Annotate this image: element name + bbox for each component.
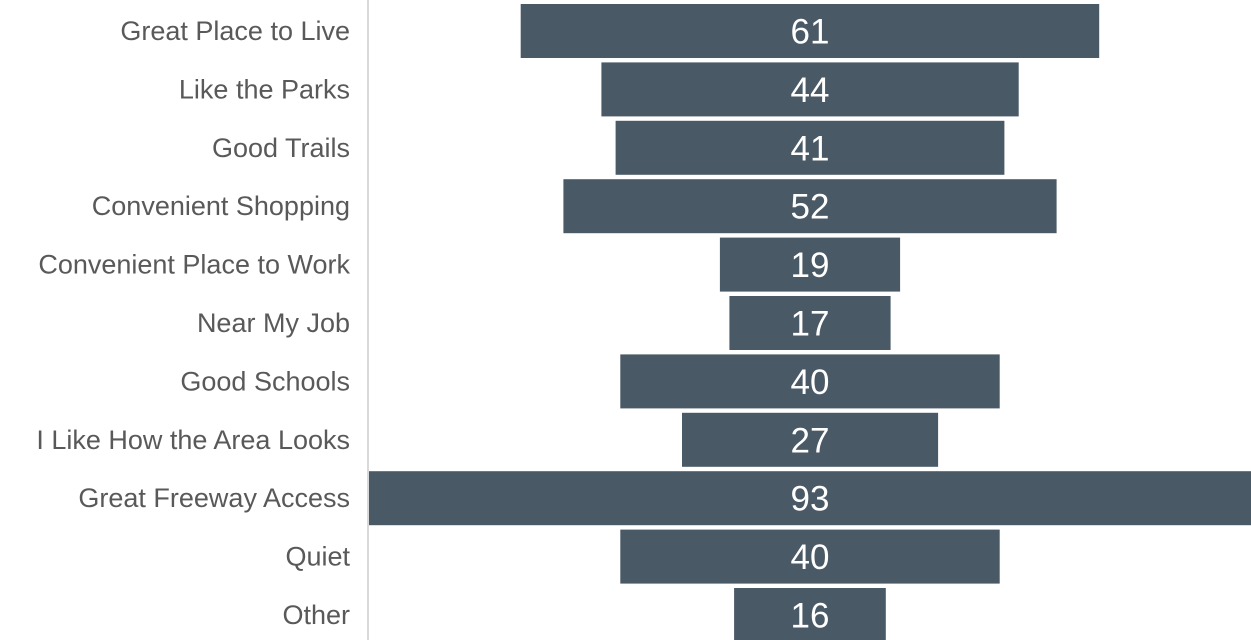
data-label: 40 [791,538,830,577]
category-label: Great Freeway Access [78,483,350,513]
category-label: Great Place to Live [120,16,350,46]
bars-group [369,4,1251,640]
data-label: 16 [791,597,830,636]
category-label: Near My Job [197,308,350,338]
bar [620,529,1000,584]
category-label: Other [282,600,350,630]
data-label: 52 [791,188,830,227]
data-label: 40 [791,363,830,402]
data-label: 44 [791,71,830,110]
bar [369,471,1251,526]
category-label: Quiet [285,542,350,572]
category-labels-group: Great Place to Live Like the Parks Good Tr… [36,16,350,630]
data-label: 19 [791,246,830,285]
bar [729,296,891,350]
data-label: 61 [791,13,830,52]
category-label: Good Schools [180,366,350,396]
bar [520,4,1100,58]
category-label: Like the Parks [179,74,350,104]
category-label: I Like How the Area Looks [36,425,350,455]
data-label: 93 [791,480,830,519]
category-label: Convenient Place to Work [38,250,350,280]
bar [682,412,939,467]
category-label: Good Trails [212,133,350,163]
category-label: Convenient Shopping [92,191,350,221]
data-label: 27 [791,421,830,460]
value-labels-group: 61 44 41 52 19 17 40 27 93 40 16 [791,13,830,636]
bar [620,354,1000,409]
bar [601,62,1019,117]
bar [615,120,1005,175]
data-label: 17 [791,305,830,344]
data-label: 41 [791,129,830,168]
bar [734,588,886,640]
bar [563,179,1057,234]
bar [719,237,901,292]
